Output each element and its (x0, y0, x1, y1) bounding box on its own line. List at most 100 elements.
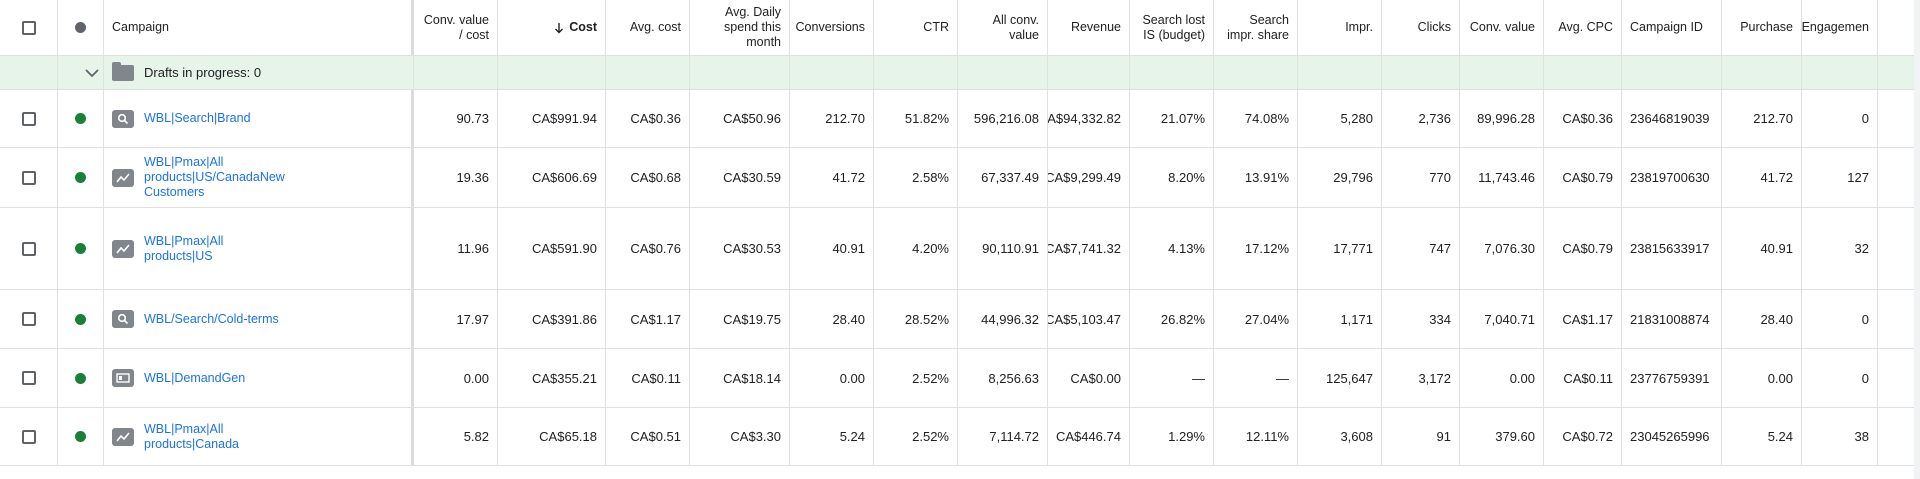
cell-value: CA$0.79 (1562, 170, 1613, 185)
cell-campaign: WBL|Pmax|All products|US (104, 208, 414, 289)
cell-purchase: 40.91 (1722, 208, 1802, 289)
header-purchase[interactable]: Purchase (1722, 0, 1802, 55)
cell-value: 127 (1847, 170, 1869, 185)
header-engagement[interactable]: Engagemen (1802, 0, 1878, 55)
cell-all-conv-value: 67,337.49 (958, 148, 1048, 207)
cell-value: 41.72 (832, 170, 865, 185)
arrow-down-icon[interactable] (554, 22, 564, 34)
cell-value: CA$9,299.49 (1048, 170, 1121, 185)
cell-value: CA$18.14 (723, 370, 781, 386)
column-header-label: Clicks (1417, 20, 1451, 34)
cell-value: 2.52% (912, 370, 949, 386)
cell-value: CA$30.59 (723, 170, 781, 185)
draft-cell (1544, 56, 1622, 89)
cell-value: 7,076.30 (1484, 241, 1535, 256)
header-clicks[interactable]: Clicks (1382, 0, 1460, 55)
draft-cell (58, 56, 104, 89)
header-cost[interactable]: Cost (498, 0, 606, 55)
cell-revenue: CA$446.74 (1048, 408, 1130, 465)
trend-icon (112, 168, 134, 187)
cell-value: 596,216.08 (973, 111, 1039, 126)
cell-check (0, 90, 58, 147)
cell-campaign: WBL|Pmax|All products|Canada (104, 408, 414, 465)
cell-value: CA$0.79 (1562, 241, 1613, 256)
header-revenue[interactable]: Revenue (1048, 0, 1130, 55)
row-checkbox[interactable] (21, 241, 36, 256)
search-icon (112, 109, 134, 128)
cell-revenue: CA$7,741.32 (1048, 208, 1130, 289)
vertical-scrollbar[interactable] (1914, 0, 1920, 479)
cell-value: 28.52% (904, 311, 949, 327)
cell-value: 13.91% (1244, 170, 1289, 185)
cell-impr: 5,280 (1298, 90, 1382, 147)
cell-status (58, 148, 104, 207)
header-all-conv-value[interactable]: All conv. value (958, 0, 1048, 55)
cell-impr: 125,647 (1298, 349, 1382, 407)
campaign-name-link[interactable]: WBL|Pmax|All products|US/CanadaNew Custo… (144, 155, 285, 199)
cell-value: CA$0.11 (1563, 370, 1613, 386)
cell-value: 90.73 (456, 111, 489, 126)
campaign-name-link[interactable]: WBL|Pmax|All products|US (144, 233, 224, 263)
header-campaign[interactable]: Campaign (104, 0, 414, 55)
cell-value: 212.70 (1753, 111, 1793, 126)
cell-avg-daily: CA$3.30 (690, 408, 790, 465)
cell-value: 212.70 (825, 111, 865, 126)
cell-value: — (1192, 370, 1205, 386)
cell-revenue: CA$9,299.49 (1048, 148, 1130, 207)
header-search-lost-is[interactable]: Search lost IS (budget) (1130, 0, 1214, 55)
draft-cell (1460, 56, 1544, 89)
header-impr[interactable]: Impr. (1298, 0, 1382, 55)
header-conv-value[interactable]: Conv. value (1460, 0, 1544, 55)
header-avg-cost[interactable]: Avg. cost (606, 0, 690, 55)
campaign-name-link[interactable]: WBL/Search/Cold-terms (144, 311, 279, 326)
cell-value: CA$5,103.47 (1048, 311, 1121, 327)
campaign-name-link[interactable]: WBL|Search|Brand (144, 111, 251, 125)
chevron-down-icon[interactable] (84, 68, 100, 78)
cell-all-conv-value: 596,216.08 (958, 90, 1048, 147)
cell-value: 91 (1436, 429, 1451, 444)
table-row: WBL|DemandGen 0.00 CA$355.21 CA$0.11 CA$18.1… (0, 349, 1920, 408)
cell-ctr: 2.52% (874, 408, 958, 465)
table-header: Campaign Conv. value / cost Cost Avg. cost A… (0, 0, 1920, 56)
cell-value: 40.91 (1760, 241, 1793, 256)
cell-status (58, 408, 104, 465)
cell-value: CA$0.51 (630, 429, 681, 444)
row-checkbox[interactable] (21, 170, 36, 185)
cell-value: 21831008874 (1630, 311, 1710, 327)
status-header-icon[interactable] (75, 22, 86, 33)
cell-impr: 3,608 (1298, 408, 1382, 465)
cell-value: 51.82% (904, 111, 949, 126)
cell-value: CA$3.30 (730, 429, 781, 444)
draft-cell (1802, 56, 1878, 89)
header-search-impr-share[interactable]: Search impr. share (1214, 0, 1298, 55)
header-conversions[interactable]: Conversions (790, 0, 874, 55)
header-conv-value-cost[interactable]: Conv. value / cost (414, 0, 498, 55)
cell-value: CA$1.17 (1562, 311, 1613, 327)
cell-avg-cpc: CA$1.17 (1544, 290, 1622, 348)
cell-value: CA$391.86 (531, 311, 597, 327)
draft-cell (690, 56, 790, 89)
draft-cell (414, 56, 498, 89)
cell-search-impr-share: 13.91% (1214, 148, 1298, 207)
row-checkbox[interactable] (21, 429, 36, 444)
cell-conv-value: 11,743.46 (1460, 148, 1544, 207)
cell-clicks: 770 (1382, 148, 1460, 207)
cell-value: 19.36 (456, 170, 489, 185)
row-checkbox[interactable] (21, 111, 36, 126)
campaign-name-link[interactable]: WBL|Pmax|All products|Canada (144, 421, 239, 451)
select-all-checkbox[interactable] (21, 20, 36, 35)
header-campaign-id[interactable]: Campaign ID (1622, 0, 1722, 55)
header-avg-daily[interactable]: Avg. Daily spend this month (690, 0, 790, 55)
header-avg-cpc[interactable]: Avg. CPC (1544, 0, 1622, 55)
draft-cell (0, 56, 58, 89)
row-checkbox[interactable] (21, 371, 36, 385)
cell-campaign-id: 23045265996 (1622, 408, 1722, 465)
campaign-name-link[interactable]: WBL|DemandGen (144, 370, 246, 385)
status-enabled-icon (75, 172, 86, 183)
row-checkbox[interactable] (21, 312, 36, 326)
cell-ctr: 2.52% (874, 349, 958, 407)
cell-value: 5.24 (1767, 429, 1793, 444)
cell-avg-daily: CA$50.96 (690, 90, 790, 147)
header-ctr[interactable]: CTR (874, 0, 958, 55)
cell-ctr: 51.82% (874, 90, 958, 147)
